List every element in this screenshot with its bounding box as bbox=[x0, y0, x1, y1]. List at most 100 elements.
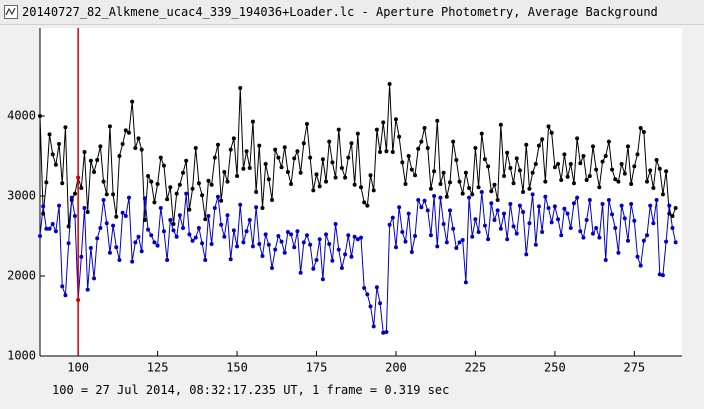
data-point bbox=[492, 218, 497, 222]
data-point bbox=[511, 224, 516, 229]
data-point bbox=[603, 258, 608, 262]
data-point bbox=[231, 228, 236, 233]
data-point bbox=[610, 167, 615, 172]
chart: 1000 2000 3000 4000 100 125 150 175 200 225 250 275 bbox=[7, 28, 682, 375]
data-point bbox=[416, 146, 421, 151]
data-point bbox=[92, 170, 97, 174]
data-point bbox=[552, 204, 557, 209]
data-point bbox=[142, 196, 147, 201]
data-point bbox=[228, 147, 233, 152]
data-point bbox=[625, 144, 630, 149]
data-point bbox=[66, 241, 71, 246]
data-point bbox=[111, 223, 116, 228]
data-point bbox=[82, 150, 87, 154]
data-point bbox=[79, 254, 84, 259]
x-tick-label: 275 bbox=[623, 361, 645, 375]
y-tick-label: 1000 bbox=[7, 349, 36, 363]
data-point bbox=[130, 259, 135, 264]
window-title: 20140727_82_Alkmene_ucac4_339_194036+Loa… bbox=[22, 5, 658, 19]
data-point bbox=[215, 142, 220, 147]
data-point bbox=[371, 188, 376, 193]
data-point bbox=[384, 330, 389, 334]
data-point bbox=[88, 246, 93, 250]
x-tick-label: 100 bbox=[67, 361, 89, 375]
data-point bbox=[546, 124, 551, 129]
data-point bbox=[181, 170, 186, 175]
data-point bbox=[374, 285, 379, 290]
data-point bbox=[498, 122, 503, 127]
data-point bbox=[295, 149, 300, 154]
data-point bbox=[606, 198, 611, 202]
data-point bbox=[476, 185, 481, 190]
x-tick-label: 250 bbox=[544, 361, 566, 375]
data-point bbox=[330, 258, 335, 263]
data-point bbox=[498, 226, 503, 231]
data-point bbox=[432, 169, 437, 174]
data-point bbox=[552, 165, 557, 170]
data-point bbox=[117, 258, 122, 262]
data-point bbox=[200, 193, 205, 198]
data-point bbox=[327, 139, 332, 144]
data-point bbox=[390, 215, 395, 220]
data-point bbox=[273, 147, 278, 152]
data-point bbox=[136, 234, 141, 239]
data-point bbox=[524, 252, 529, 257]
data-point bbox=[301, 141, 306, 146]
data-point bbox=[289, 182, 294, 186]
data-point bbox=[660, 273, 665, 278]
data-point bbox=[41, 211, 46, 216]
data-point bbox=[53, 229, 58, 234]
data-point bbox=[419, 205, 424, 210]
data-point bbox=[600, 202, 605, 206]
data-point bbox=[460, 191, 465, 196]
data-point bbox=[524, 142, 529, 147]
plot-area bbox=[40, 28, 682, 356]
data-point bbox=[432, 194, 437, 198]
data-point bbox=[279, 239, 284, 244]
y-tick-label: 2000 bbox=[7, 269, 36, 283]
data-point bbox=[603, 154, 608, 158]
data-point bbox=[82, 206, 87, 210]
data-point bbox=[311, 266, 316, 271]
data-point bbox=[428, 233, 433, 238]
data-point bbox=[174, 191, 179, 196]
data-point bbox=[219, 198, 224, 203]
data-point bbox=[260, 206, 265, 210]
x-tick-label: 125 bbox=[147, 361, 169, 375]
data-point bbox=[371, 324, 376, 329]
data-point bbox=[527, 221, 532, 226]
data-point bbox=[571, 181, 576, 186]
data-point bbox=[511, 181, 516, 186]
data-point bbox=[235, 244, 240, 249]
data-point bbox=[139, 249, 144, 254]
data-point bbox=[489, 189, 494, 194]
data-point bbox=[250, 244, 255, 249]
data-point bbox=[594, 226, 599, 230]
data-point bbox=[587, 198, 592, 202]
data-point bbox=[467, 186, 472, 190]
data-point bbox=[575, 195, 580, 200]
data-point bbox=[184, 191, 189, 196]
data-point bbox=[546, 206, 551, 210]
data-point bbox=[139, 147, 144, 152]
data-point bbox=[314, 172, 319, 177]
data-point bbox=[203, 258, 208, 262]
data-point bbox=[107, 124, 112, 129]
data-point bbox=[308, 155, 313, 160]
data-point bbox=[355, 237, 360, 242]
data-point bbox=[441, 170, 446, 175]
data-point bbox=[44, 226, 49, 231]
data-point bbox=[324, 232, 329, 237]
data-point bbox=[346, 233, 351, 238]
data-point bbox=[486, 164, 491, 169]
data-point bbox=[85, 287, 90, 292]
data-point bbox=[451, 226, 456, 231]
data-point bbox=[225, 179, 230, 184]
data-point bbox=[339, 266, 344, 270]
data-point bbox=[235, 174, 240, 178]
data-point bbox=[273, 247, 278, 252]
data-point bbox=[486, 237, 491, 242]
data-point bbox=[670, 214, 675, 218]
data-point bbox=[190, 238, 195, 243]
